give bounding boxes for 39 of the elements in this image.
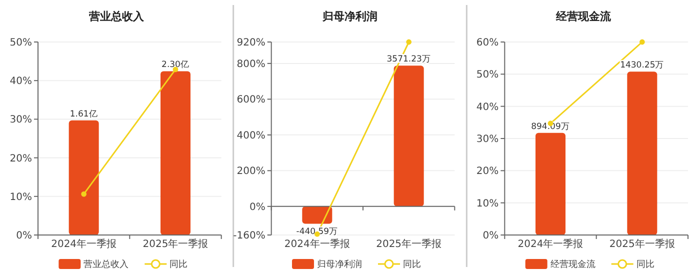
legend-label: 经营现金流 [550,259,596,270]
y-tick-label: 600% [236,94,266,106]
y-tick-label: 20% [476,166,499,178]
legend-label: 营业总收入 [84,259,129,270]
y-tick-label: 0% [482,230,499,242]
data-label: 2.30亿 [162,59,190,70]
data-label: 1.61亿 [70,108,98,120]
x-tick-label: 2024年一季报 [518,238,584,250]
y-tick-label: 920% [236,38,266,48]
x-tick-label: 2024年一季报 [284,238,350,250]
data-label: 1430.25万 [620,60,664,71]
chart-title: 经营现金流 [554,10,612,23]
y-tick-label: 0% [249,202,266,213]
y-tick-label: 50% [10,38,32,48]
chart-title: 归母净利润 [322,10,378,23]
y-tick-label: 10% [10,192,32,203]
x-tick-label: 2025年一季报 [609,238,675,250]
y-tick-label: 0% [16,230,32,242]
y-tick-label: 60% [476,38,499,48]
legend-label: 同比 [403,259,421,270]
y-tick-label: 200% [236,166,266,178]
data-label: 894.09万 [531,122,570,132]
x-tick-label: 2024年一季报 [51,238,117,250]
y-tick-label: -160% [233,230,266,242]
legend-label: 同比 [170,259,188,270]
y-tick-label: 10% [476,198,499,210]
x-tick-label: 2025年一季报 [142,238,208,250]
y-tick-label: 400% [236,130,266,142]
legend-label: 归母净利润 [317,259,362,270]
y-tick-label: 20% [10,153,32,164]
y-tick-label: 30% [10,114,32,126]
x-tick-label: 2025年一季报 [376,238,442,250]
y-tick-label: 30% [476,134,499,145]
y-tick-label: 800% [236,58,266,70]
chart-title: 营业总收入 [88,10,146,23]
y-tick-label: 40% [10,76,32,88]
y-tick-label: 50% [476,70,499,81]
legend-label: 同比 [636,259,654,270]
y-tick-label: 40% [476,102,499,113]
